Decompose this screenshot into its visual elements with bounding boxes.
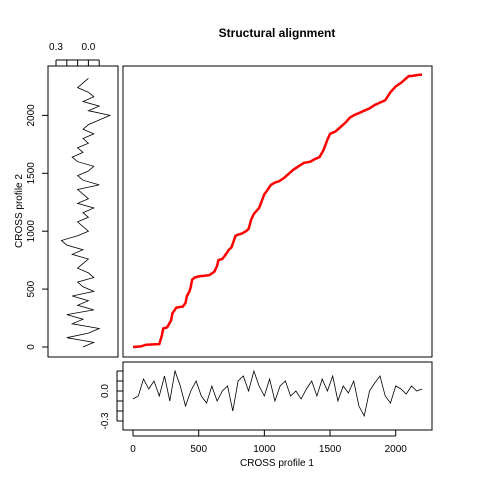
x-tick-label: 500	[190, 444, 207, 455]
profile-1-line	[132, 369, 423, 418]
chart-title: Structural alignment	[219, 26, 336, 40]
y-tick-label: 1500	[26, 162, 37, 185]
profile-2-line	[60, 77, 112, 348]
alignment-path-line	[132, 73, 422, 349]
y-tick-label: 500	[26, 280, 37, 297]
x-tick-label: 1000	[253, 444, 276, 455]
y-tick-label: 2000	[26, 104, 37, 127]
x-tick-label: 0	[130, 444, 136, 455]
bottom-plot	[132, 369, 423, 418]
y-tick-label: 0	[26, 344, 37, 350]
top-tick-label: 0.3	[49, 42, 63, 53]
y-axis-label: CROSS profile 2	[14, 174, 25, 248]
x-axis-label: CROSS profile 1	[240, 458, 314, 469]
left-axes: 0 500 1000 1500 2000 0.3 0.0	[26, 42, 100, 350]
y-tick-label: 1000	[26, 220, 37, 243]
bottom-y-tick-label: -0.3	[100, 412, 111, 430]
bottom-y-tick-label: 0.0	[100, 384, 111, 398]
left-panel-frame	[47, 65, 119, 358]
main-plot	[132, 73, 422, 349]
top-tick-label: 0.0	[81, 42, 95, 53]
x-tick-label: 1500	[319, 444, 342, 455]
main-panel-frame	[122, 65, 433, 358]
bottom-panel-frame	[122, 361, 433, 431]
x-tick-label: 2000	[385, 444, 408, 455]
bottom-axes: 0 500 1000 1500 2000 0.0 -0.3	[100, 370, 408, 455]
left-plot	[60, 77, 112, 348]
